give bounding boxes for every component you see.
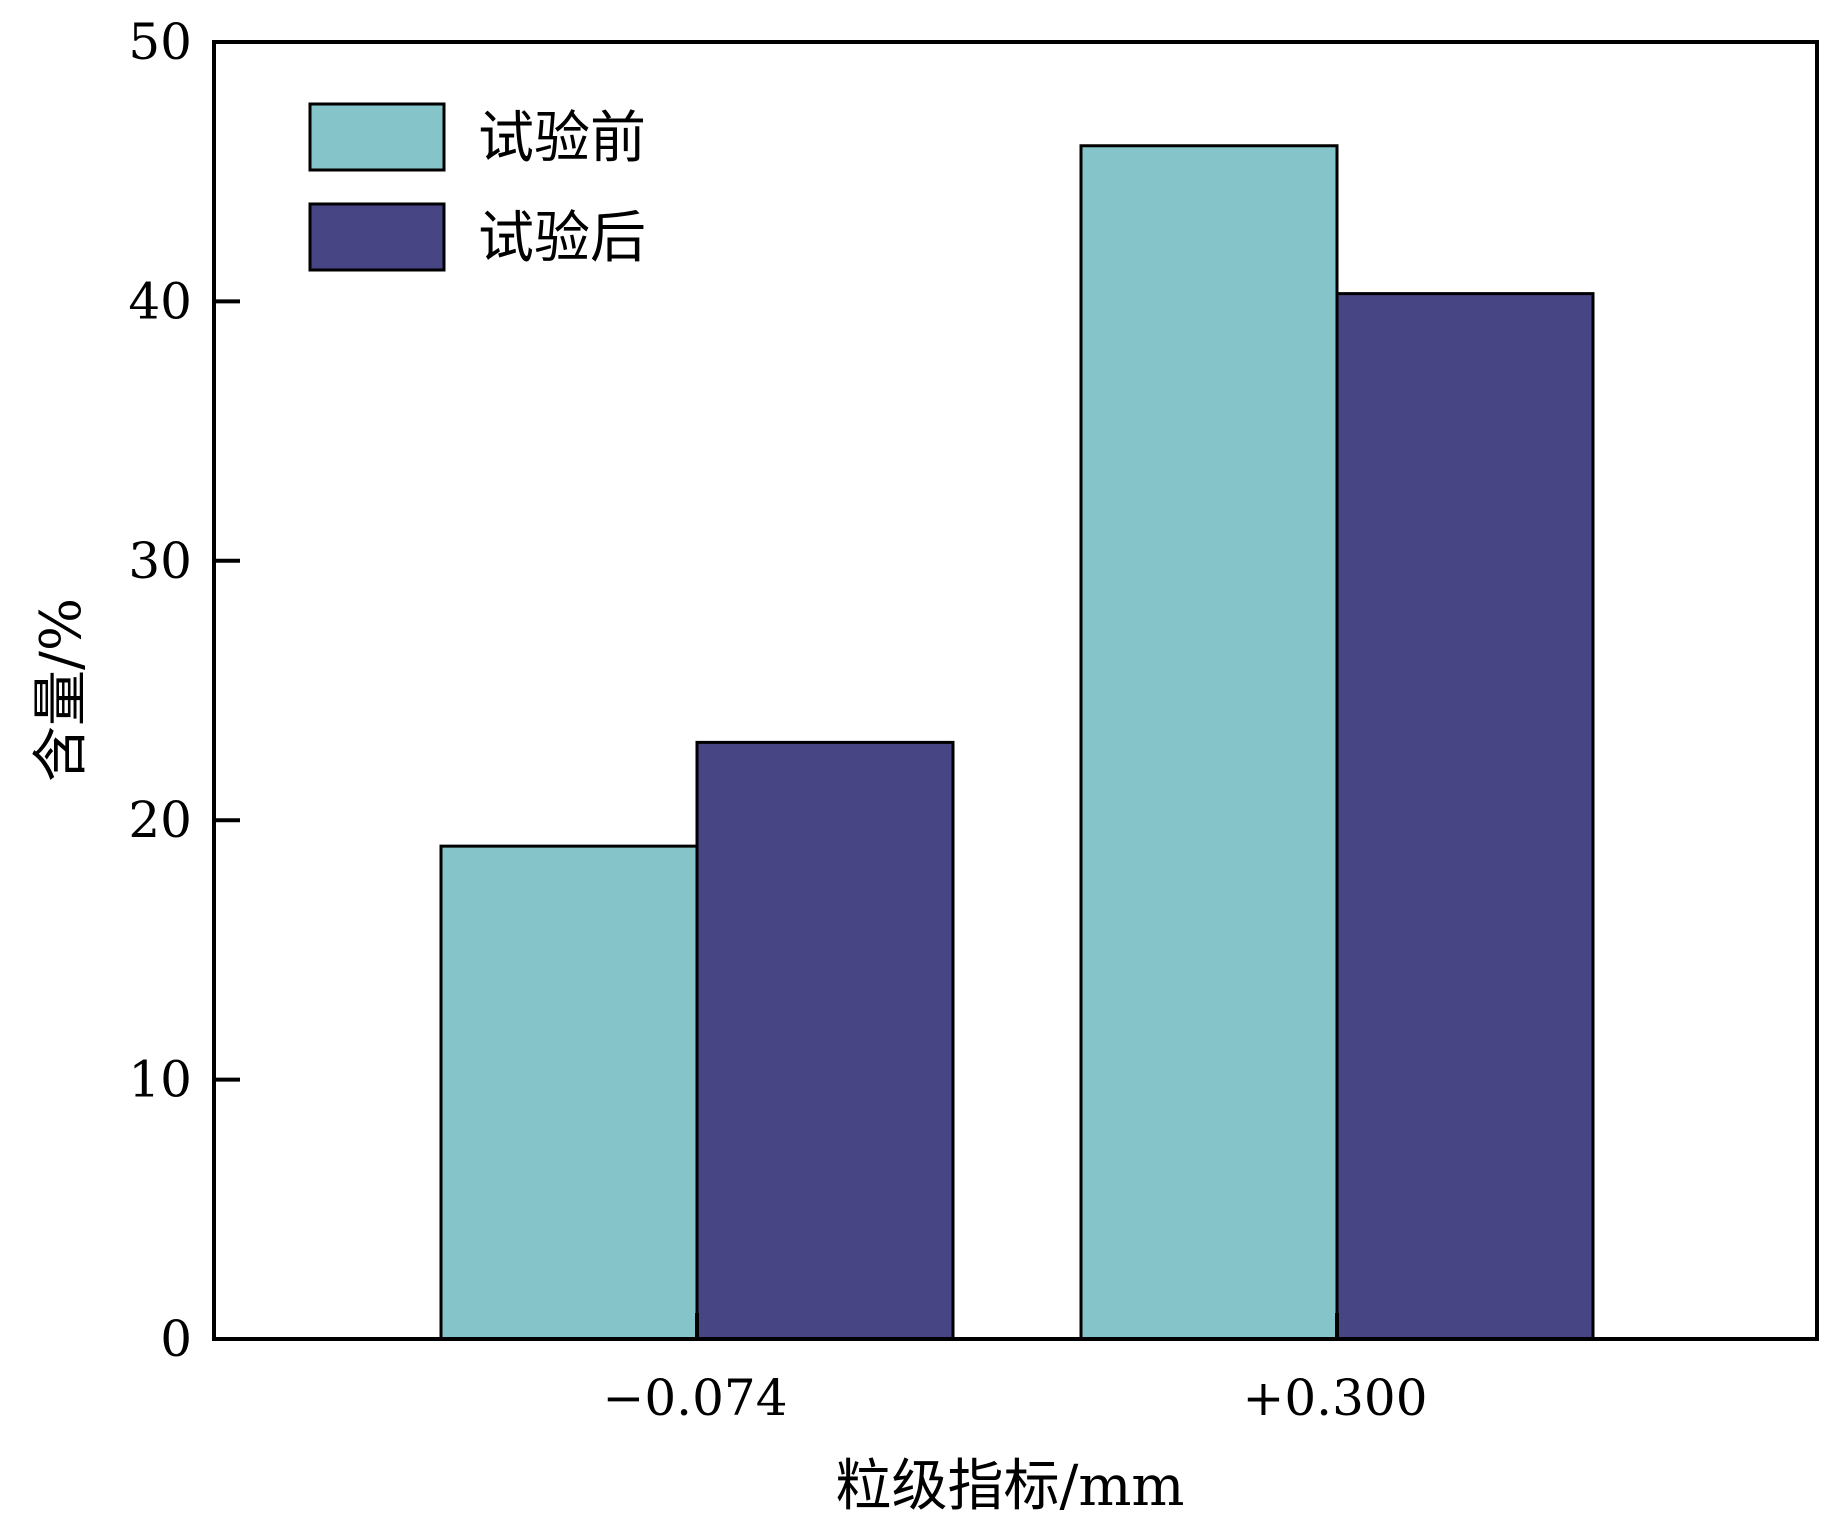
y-tick-label-1: 10 [128, 1051, 192, 1109]
y-tick-label-0: 0 [160, 1310, 192, 1368]
x-tick-label-0: −0.074 [602, 1369, 787, 1427]
y-tick-label-5: 50 [128, 13, 192, 71]
y-tick-label-4: 40 [128, 272, 192, 330]
bar-after-1 [1335, 292, 1595, 1341]
legend-label-after: 试验后 [478, 206, 646, 271]
y-tick-label-2: 20 [128, 791, 192, 849]
y-ticks-group: 0 10 20 30 40 50 [128, 13, 240, 1368]
y-axis-title: 含量/% [29, 598, 94, 782]
legend-label-before: 试验前 [478, 106, 646, 171]
bar-before-1 [1079, 144, 1339, 1341]
legend-swatch-after [308, 202, 446, 272]
x-tick-label-1: +0.300 [1242, 1369, 1427, 1427]
legend-swatch-before [308, 102, 446, 172]
bar-after-0 [695, 740, 955, 1341]
y-tick-label-3: 30 [128, 532, 192, 590]
bars-group [439, 144, 1595, 1341]
x-axis-title: 粒级指标/mm [835, 1454, 1184, 1518]
bar-before-0 [439, 844, 699, 1341]
plot-frame [212, 40, 1819, 1341]
x-ticks-group: −0.074 +0.300 [602, 1313, 1428, 1427]
